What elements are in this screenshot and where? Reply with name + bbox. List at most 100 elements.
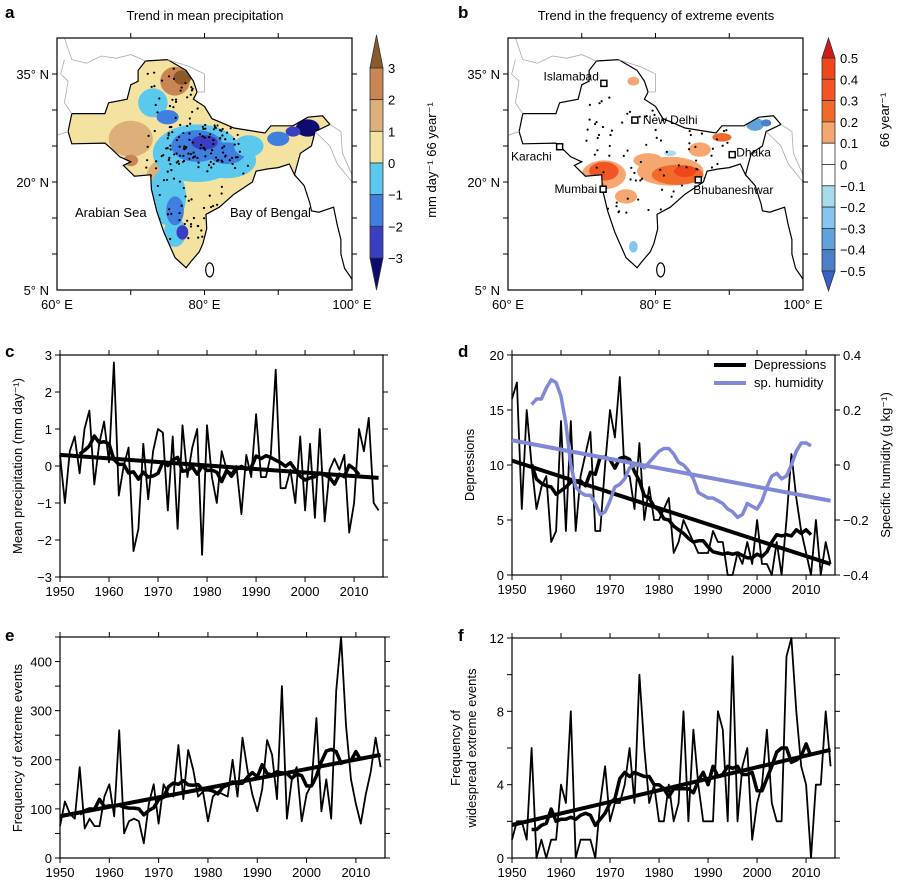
significance-dot [146,159,149,162]
y-tick-label: 300 [30,704,52,719]
significance-dot [683,208,686,212]
colorbar-tick-label: 0.4 [840,72,858,87]
y-tick-label: −3 [37,570,52,585]
significance-dot [167,159,170,162]
y-tick-label: 15 [490,403,504,418]
significance-dot [217,72,220,75]
significance-dot [238,235,241,238]
significance-dot [670,195,673,198]
lat-tick-label: 35° N [467,67,500,82]
city-label: Bhubaneshwar [693,183,773,197]
significance-dot [647,208,650,212]
significance-dot [191,71,194,74]
significance-dot [153,71,156,74]
x-tick-label: 1980 [645,865,674,880]
significance-dot [145,176,148,179]
significance-dot [172,177,176,180]
significance-dot [232,137,236,141]
significance-dot [172,67,175,70]
significance-dot [210,166,213,169]
significance-dot [588,196,591,199]
significance-dot [178,154,182,157]
lon-tick-label: 100° E [332,297,372,312]
significance-dot [672,190,675,193]
trend-field [581,76,772,253]
chart-d-ylabel-right: Specific humidity (g kg⁻¹) [878,392,893,538]
significance-dot [199,147,202,150]
significance-dot [217,105,220,108]
x-tick-label: 1970 [144,584,173,599]
significance-dot [593,153,596,156]
significance-dot [617,211,620,214]
colorbar-b: 0.5 0.4 0.3 0.2 0.1 0 −0.1 −0.2 −0.3 −0.4 −0.5 [821,36,866,293]
significance-dot [189,93,192,96]
colorbar-tick-label: 0 [388,156,395,171]
significance-dot [213,125,217,129]
significance-dot [234,156,238,159]
significance-dot [178,145,181,148]
significance-dot [244,78,247,81]
x-tick-label: 1950 [46,865,75,880]
colorbar-segment [369,130,384,164]
plot-frame [59,636,386,859]
significance-dot [177,160,180,163]
significance-dot [244,121,247,124]
significance-dot [626,149,629,152]
smoothed-line [78,747,363,817]
trend-patch [295,119,320,137]
colorbar-tick-label: −0.5 [840,264,866,279]
significance-dot [189,223,193,226]
y-tick-label-right: 0 [843,458,850,473]
india-outline [518,58,782,269]
lon-tick-label: 60° E [41,297,73,312]
significance-dot [600,100,603,103]
significance-dot [166,137,169,140]
significance-dot [168,156,171,159]
significance-dot [229,127,232,130]
significance-dot [689,133,692,137]
coastline [294,174,353,280]
significance-dot [628,110,632,114]
x-tick-label: 1990 [243,865,272,880]
significance-dot [153,214,156,217]
country-border [780,124,804,175]
y-tick-label: 8 [497,704,504,719]
y-tick-label: 20 [490,348,504,363]
x-tick-label: 2000 [743,865,772,880]
y-tick-label-right: 0.2 [843,403,861,418]
significance-dot [689,105,692,108]
significance-dot [685,216,689,219]
colorbar-tick-label: 0.3 [840,94,858,109]
significance-dot [168,104,172,108]
significance-dot [630,166,633,169]
significance-dot [227,99,231,103]
significance-dot [215,203,219,206]
significance-dot [197,166,200,169]
significance-dot [240,198,243,202]
significance-dot [182,154,185,157]
significance-dot [179,89,182,92]
x-tick-label: 1960 [547,582,576,597]
country-border [511,59,524,114]
colorbar-segment [821,227,836,251]
significance-dot [701,127,704,131]
significance-dot [597,133,601,137]
city-label: New Delhi [643,113,698,127]
significance-dot [586,128,589,131]
colorbar-segment [821,57,836,80]
significance-dot [151,206,154,209]
significance-dot [704,93,707,96]
colorbar-b-label: 66 year⁻¹ [877,92,892,147]
x-tick-label: 1950 [46,584,75,599]
significance-dot [220,185,223,188]
colorbar-extend-top [369,34,384,69]
panel-letter-b: b [458,3,468,22]
trend-patch [673,165,697,177]
trend-patch [176,225,189,240]
significance-dot [633,171,636,175]
smoothed-line [531,742,813,832]
significance-dot [209,133,212,136]
significance-dot [680,184,684,187]
y-tick-label: 100 [30,802,52,817]
significance-dot [608,154,611,157]
